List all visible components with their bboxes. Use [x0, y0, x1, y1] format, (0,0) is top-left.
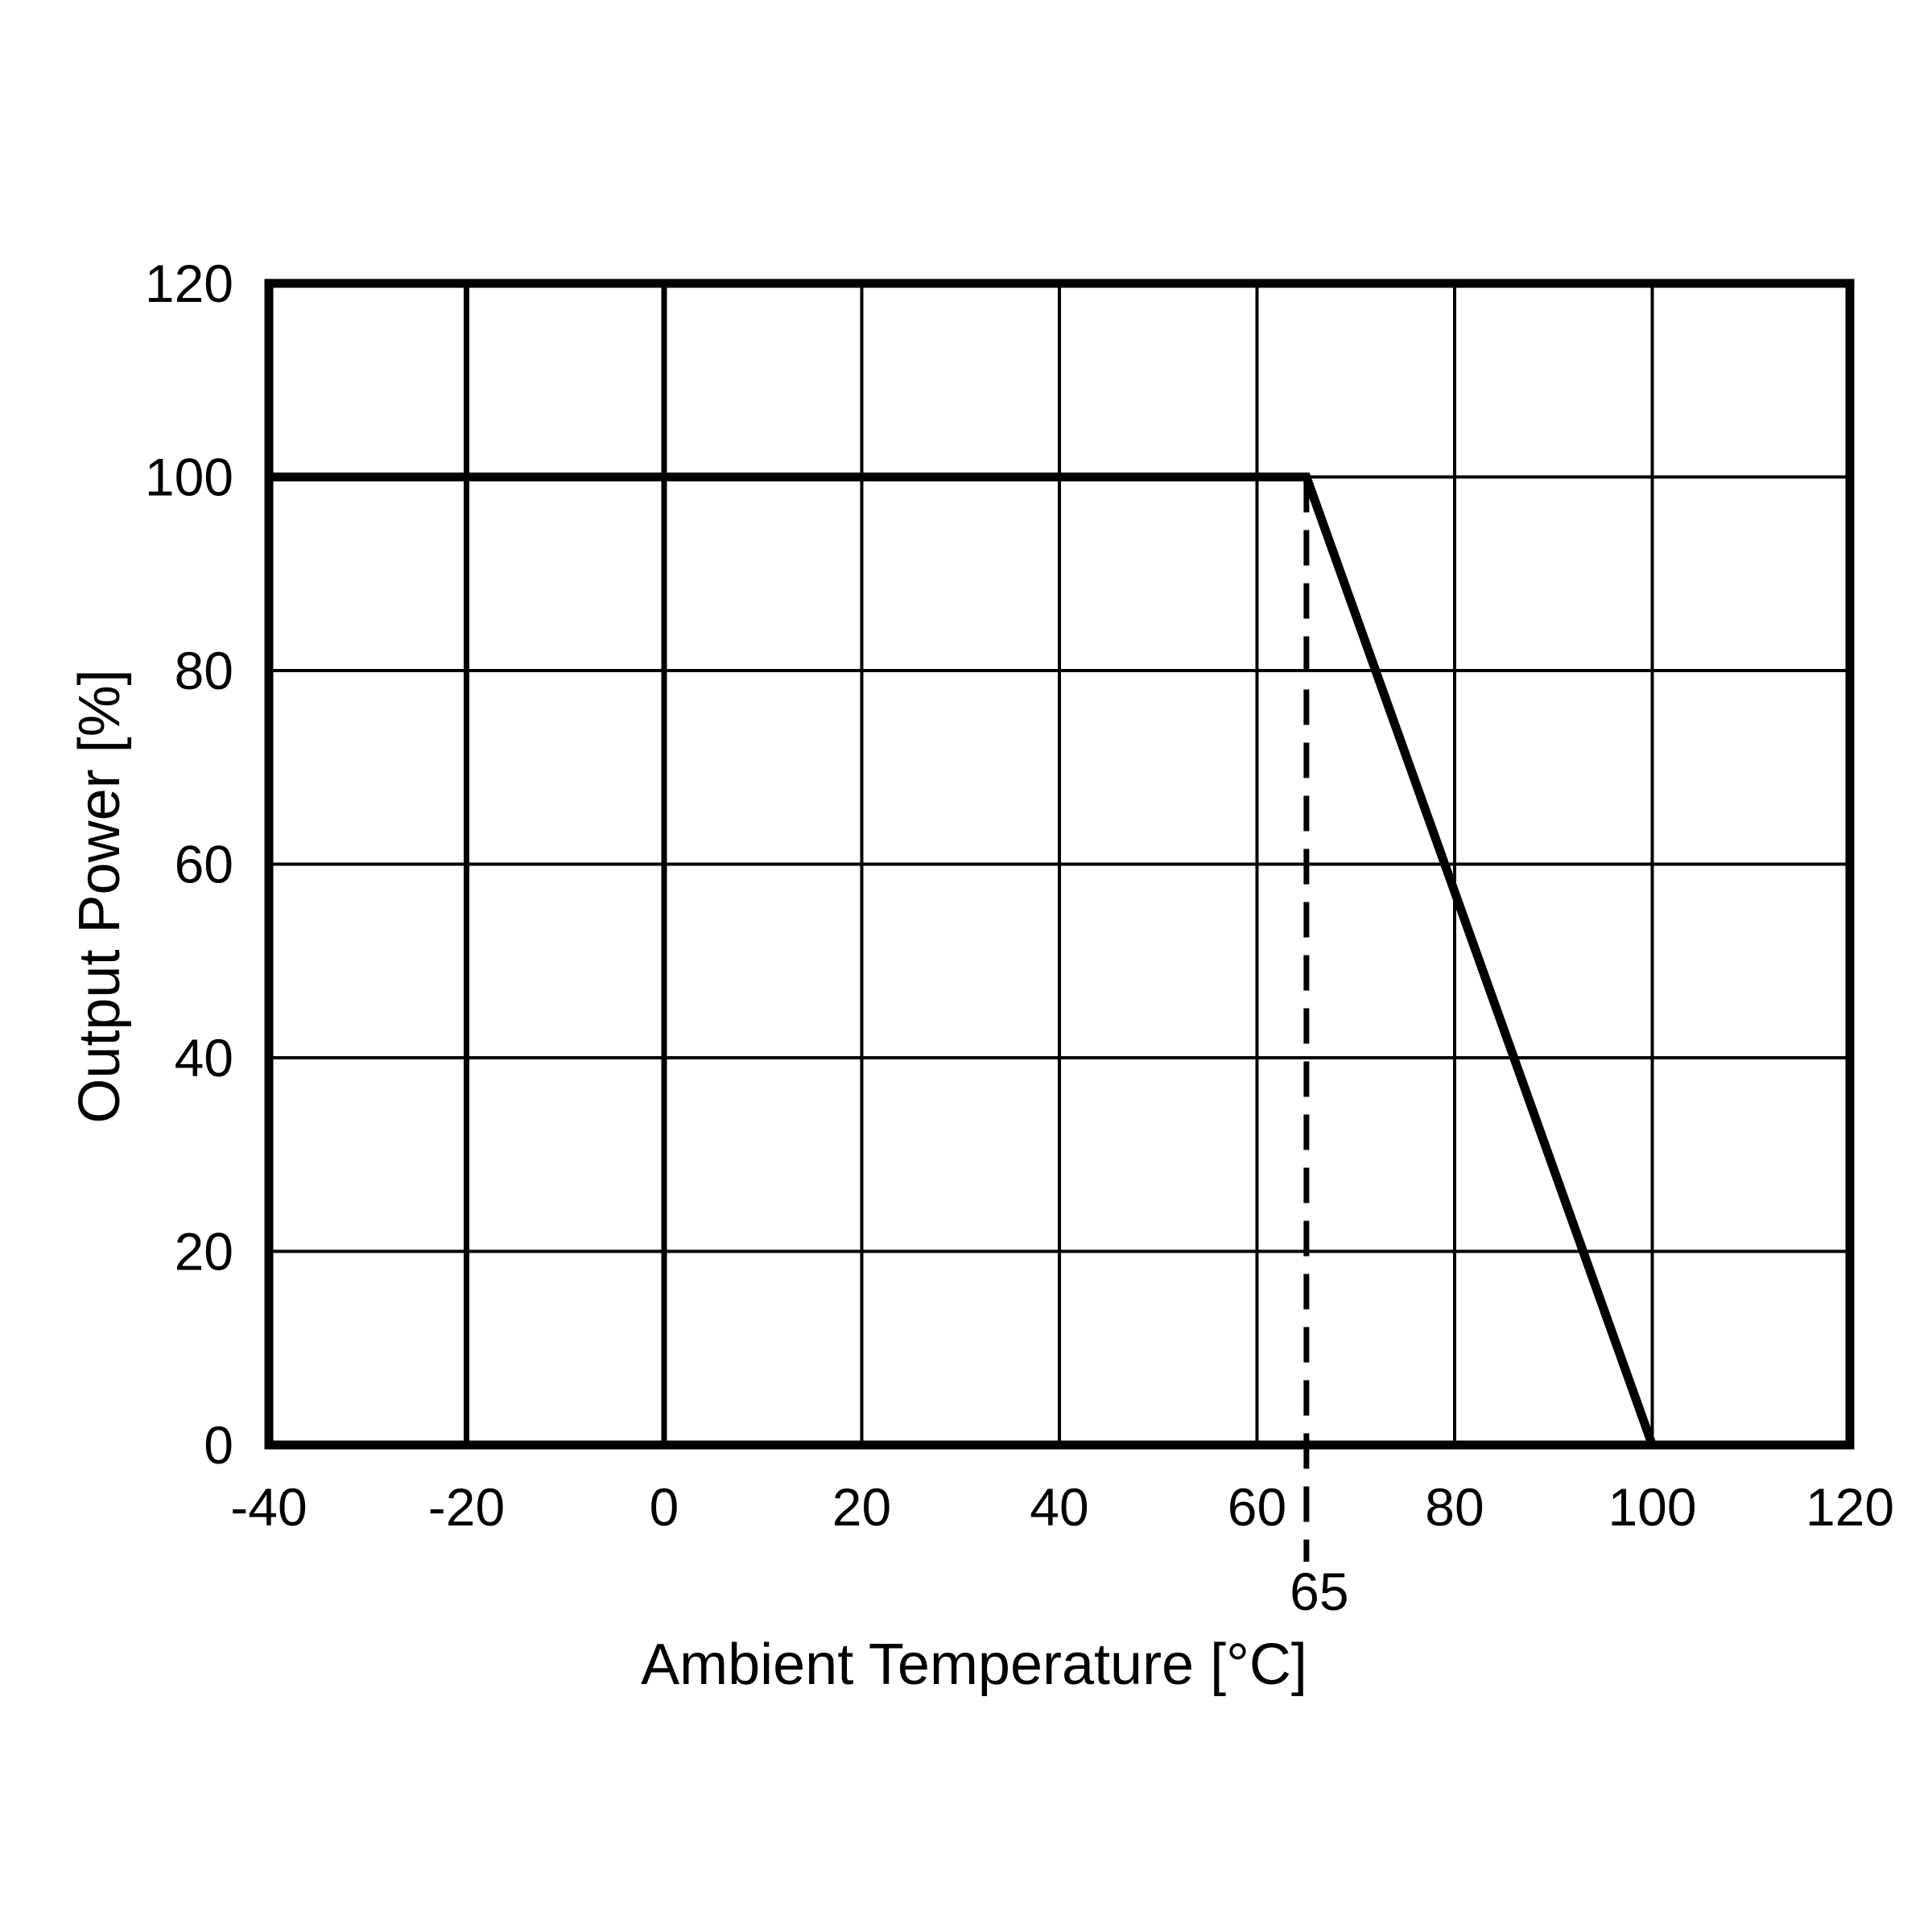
x-tick-label: -40	[230, 1477, 307, 1537]
x-axis-title: Ambient Temperature [°C]	[641, 1633, 1307, 1697]
y-tick-label: 120	[145, 254, 233, 313]
y-axis-title: Output Power [%]	[68, 669, 132, 1123]
series-line	[269, 473, 1657, 1447]
y-tick-label: 100	[145, 448, 233, 507]
y-tick-label: 60	[175, 835, 233, 894]
x-tick-label: 40	[1030, 1477, 1088, 1537]
x-tick-label: 60	[1228, 1477, 1286, 1537]
x-tick-label: 80	[1425, 1477, 1484, 1537]
x-tick-labels: -40 -20 0 20 40 60 80 100 120	[230, 1477, 1894, 1537]
y-tick-label: 0	[204, 1415, 233, 1475]
y-tick-label: 80	[175, 641, 233, 700]
annotation-labels: 65	[1290, 1562, 1348, 1621]
annotation-label: 65	[1290, 1562, 1348, 1621]
x-tick-label: 0	[650, 1477, 679, 1537]
y-tick-labels: 0 20 40 60 80 100 120	[145, 254, 233, 1475]
y-tick-label: 20	[175, 1222, 233, 1282]
x-tick-label: 120	[1806, 1477, 1894, 1537]
y-tick-label: 40	[175, 1028, 233, 1088]
plot-frame	[264, 279, 1855, 1450]
x-tick-label: 100	[1608, 1477, 1696, 1537]
x-tick-label: 20	[832, 1477, 891, 1537]
x-tick-label: -20	[428, 1477, 505, 1537]
series-group	[269, 473, 1657, 1447]
